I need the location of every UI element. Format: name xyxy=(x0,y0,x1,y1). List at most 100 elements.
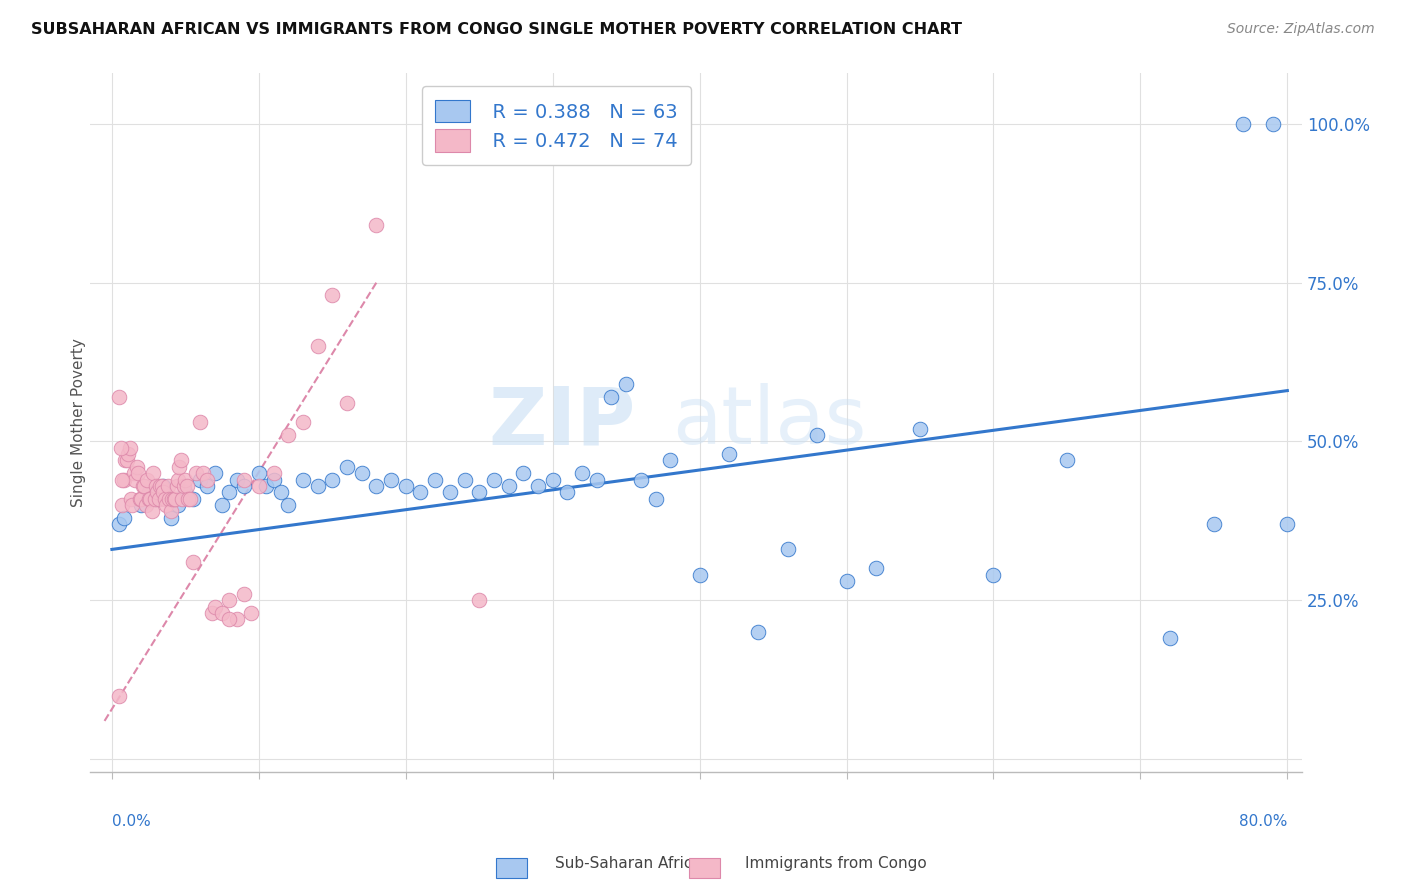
Point xyxy=(117,447,139,461)
Text: 80.0%: 80.0% xyxy=(1239,814,1288,829)
Point xyxy=(112,473,135,487)
Point xyxy=(380,473,402,487)
Point xyxy=(614,377,637,392)
Point xyxy=(153,491,176,506)
Point xyxy=(138,485,160,500)
Point xyxy=(498,479,520,493)
Point xyxy=(204,466,226,480)
Point xyxy=(1202,516,1225,531)
Point xyxy=(165,491,187,506)
Point xyxy=(173,479,195,493)
Point xyxy=(291,473,314,487)
Point xyxy=(188,473,211,487)
Point xyxy=(174,485,197,500)
Text: Immigrants from Congo: Immigrants from Congo xyxy=(745,855,927,871)
Point xyxy=(1261,117,1284,131)
Point xyxy=(423,473,446,487)
Point xyxy=(132,479,155,493)
Point xyxy=(468,593,491,607)
Point xyxy=(139,491,162,506)
Point xyxy=(225,612,247,626)
Point xyxy=(908,422,931,436)
Point xyxy=(247,466,270,480)
Point xyxy=(184,466,207,480)
Point xyxy=(167,498,190,512)
Point xyxy=(776,542,799,557)
Point xyxy=(571,466,593,480)
Point xyxy=(453,473,475,487)
Point xyxy=(110,441,132,455)
Point xyxy=(1232,117,1254,131)
Point xyxy=(108,689,131,703)
Point xyxy=(111,473,134,487)
Point xyxy=(148,491,170,506)
Point xyxy=(321,473,343,487)
Point xyxy=(145,479,167,493)
Point xyxy=(122,466,145,480)
Point xyxy=(512,466,534,480)
Point xyxy=(124,473,146,487)
Point xyxy=(321,288,343,302)
Point xyxy=(291,415,314,429)
Point xyxy=(150,479,173,493)
Point xyxy=(159,510,181,524)
Point xyxy=(541,473,564,487)
Text: 0.0%: 0.0% xyxy=(112,814,150,829)
Point xyxy=(115,453,138,467)
Point xyxy=(468,485,491,500)
Point xyxy=(111,498,134,512)
Point xyxy=(160,491,183,506)
Point xyxy=(263,466,285,480)
Point xyxy=(254,479,277,493)
Point xyxy=(136,473,159,487)
Point xyxy=(336,459,359,474)
Point xyxy=(233,479,256,493)
Point xyxy=(127,466,149,480)
Point xyxy=(167,473,190,487)
Point xyxy=(350,466,373,480)
Point xyxy=(174,473,197,487)
Point xyxy=(366,219,388,233)
Point xyxy=(149,479,172,493)
Point xyxy=(159,504,181,518)
Point xyxy=(585,473,607,487)
Point xyxy=(247,479,270,493)
Point xyxy=(143,491,166,506)
Point xyxy=(218,612,240,626)
Point xyxy=(1277,516,1299,531)
Point xyxy=(129,498,152,512)
Point xyxy=(277,428,299,442)
Point xyxy=(630,473,652,487)
Point xyxy=(277,498,299,512)
Point xyxy=(181,555,204,569)
Point xyxy=(152,479,174,493)
Point xyxy=(179,491,201,506)
Point xyxy=(336,396,359,410)
Point xyxy=(138,491,160,506)
Point xyxy=(482,473,505,487)
Point xyxy=(145,491,167,506)
Point xyxy=(211,606,233,620)
Point xyxy=(270,485,292,500)
Y-axis label: Single Mother Poverty: Single Mother Poverty xyxy=(72,338,86,507)
Point xyxy=(835,574,858,589)
Point xyxy=(112,510,135,524)
Text: SUBSAHARAN AFRICAN VS IMMIGRANTS FROM CONGO SINGLE MOTHER POVERTY CORRELATION CH: SUBSAHARAN AFRICAN VS IMMIGRANTS FROM CO… xyxy=(31,22,962,37)
Point xyxy=(188,415,211,429)
Point xyxy=(263,473,285,487)
Point xyxy=(170,453,193,467)
Point xyxy=(166,479,188,493)
Point xyxy=(1056,453,1078,467)
Point xyxy=(172,491,194,506)
Point xyxy=(197,473,219,487)
Point xyxy=(806,428,828,442)
Text: ZIP: ZIP xyxy=(488,384,636,461)
Point xyxy=(155,498,177,512)
Point xyxy=(233,587,256,601)
Point xyxy=(527,479,550,493)
Point xyxy=(689,567,711,582)
Point xyxy=(218,593,240,607)
Text: Sub-Saharan Africans: Sub-Saharan Africans xyxy=(555,855,720,871)
Point xyxy=(366,479,388,493)
Point xyxy=(135,498,157,512)
